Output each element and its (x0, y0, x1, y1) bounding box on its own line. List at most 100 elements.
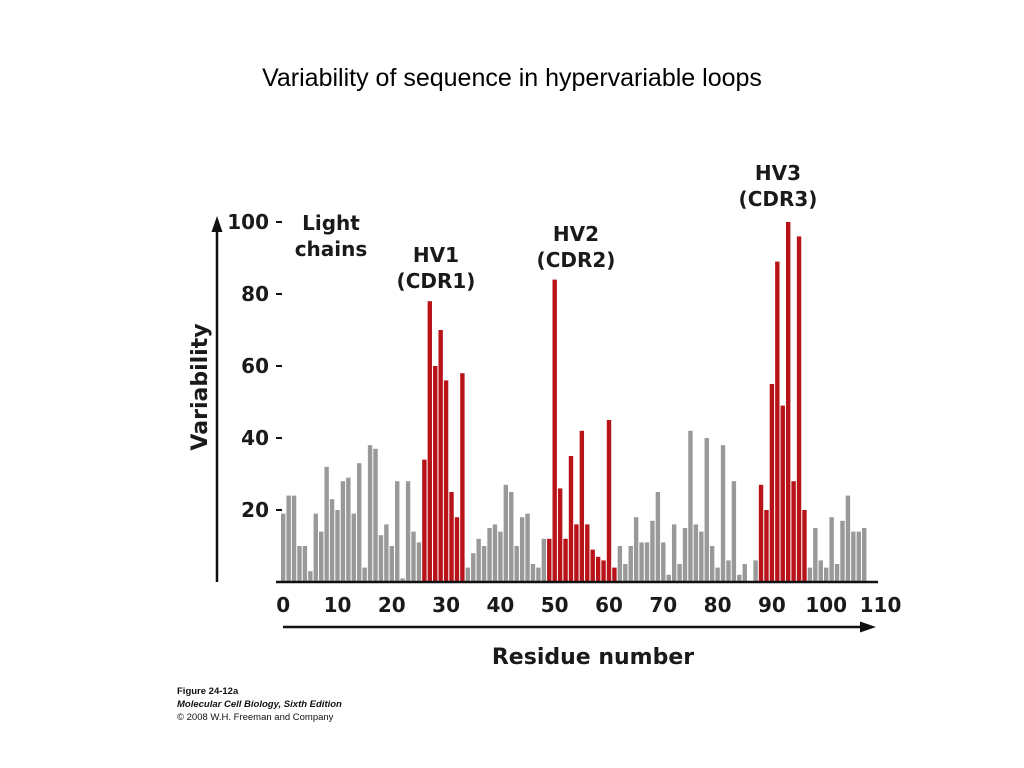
framework-bar-residue-6 (313, 513, 318, 582)
y-tick-label-100: 100 (227, 210, 269, 234)
framework-bar-residue-25 (416, 542, 422, 582)
figure-caption: Figure 24-12a Molecular Cell Biology, Si… (177, 685, 342, 724)
x-tick-label-30: 30 (432, 593, 460, 617)
framework-bar-residue-37 (481, 546, 487, 582)
x-tick-label-60: 60 (595, 593, 623, 617)
hv-bar-residue-32 (454, 517, 460, 582)
framework-bar-residue-8 (324, 466, 329, 582)
hv2-label-line-2: (CDR2) (537, 248, 616, 272)
y-axis-arrowhead (211, 216, 223, 232)
hv-bar-residue-50 (552, 279, 557, 582)
framework-bar-residue-66 (639, 542, 644, 582)
hv-bar-residue-31 (449, 492, 454, 582)
framework-bar-residue-83 (731, 481, 737, 582)
hv-bar-residue-96 (802, 510, 807, 582)
framework-bar-residue-82 (726, 560, 731, 582)
framework-bar-residue-70 (661, 542, 666, 582)
framework-bar-residue-47 (536, 567, 541, 582)
framework-bar-residue-98 (813, 528, 818, 582)
framework-bar-residue-75 (688, 430, 693, 582)
framework-bar-residue-79 (709, 546, 715, 582)
hv-bar-residue-58 (595, 556, 601, 582)
framework-bar-residue-11 (340, 481, 346, 582)
framework-bar-residue-100 (824, 567, 829, 582)
x-tick-label-70: 70 (649, 593, 677, 617)
axes-layer (211, 216, 878, 633)
hv1-label-line-1: HV1 (413, 243, 459, 267)
caption-figure-number: Figure 24-12a (177, 686, 239, 697)
hv-bar-residue-88 (758, 484, 764, 582)
framework-bar-residue-42 (509, 492, 514, 582)
hv-bar-residue-92 (780, 405, 785, 582)
x-tick-label-50: 50 (541, 593, 569, 617)
hv-bar-residue-90 (769, 384, 775, 582)
y-tick-label-20: 20 (241, 498, 269, 522)
x-axis-arrowhead (860, 621, 876, 633)
slide-title: Variability of sequence in hypervariable… (262, 64, 762, 92)
framework-bar-residue-101 (829, 517, 834, 582)
hv-bar-residue-94 (791, 481, 796, 582)
framework-bar-residue-34 (465, 567, 471, 582)
framework-bar-residue-7 (319, 531, 324, 582)
y-tick-label-80: 80 (241, 282, 269, 306)
framework-bar-residue-24 (411, 531, 416, 582)
x-tick-label-110: 110 (860, 593, 902, 617)
framework-bar-residue-19 (384, 524, 389, 582)
framework-bar-residue-76 (693, 524, 699, 582)
framework-bar-residue-74 (682, 528, 688, 582)
hv1-label-line-2: (CDR1) (397, 269, 476, 293)
hv-bar-residue-30 (443, 380, 449, 582)
hv3-label: HV3 (CDR3) (739, 161, 818, 211)
hv-bar-residue-27 (427, 301, 433, 582)
x-tick-label-0: 0 (276, 593, 290, 617)
framework-bar-residue-16 (367, 445, 373, 582)
framework-bar-residue-0 (281, 513, 286, 582)
x-tick-label-80: 80 (704, 593, 732, 617)
y-axis-title: Variability (188, 323, 213, 450)
hv-bar-residue-61 (612, 567, 617, 582)
hv3-label-line-2: (CDR3) (739, 187, 818, 211)
framework-bar-residue-107 (862, 528, 867, 582)
hv-bar-residue-56 (585, 524, 590, 582)
framework-bar-residue-97 (807, 567, 813, 582)
framework-bar-residue-81 (720, 445, 726, 582)
hv-bar-residue-60 (606, 420, 612, 582)
bars-layer (281, 222, 867, 583)
hv-bar-residue-57 (590, 549, 595, 582)
framework-bar-residue-36 (476, 538, 481, 582)
framework-bar-residue-104 (845, 495, 851, 582)
hv2-label-line-1: HV2 (553, 222, 599, 246)
hv-bar-residue-53 (568, 456, 574, 582)
framework-bar-residue-39 (492, 524, 498, 582)
hv-bar-residue-51 (557, 488, 563, 582)
hv-bar-residue-33 (460, 373, 465, 582)
framework-bar-residue-15 (362, 567, 367, 582)
hv3-label-line-1: HV3 (755, 161, 801, 185)
framework-bar-residue-45 (525, 513, 530, 582)
hv1-label: HV1 (CDR1) (397, 243, 476, 293)
hv-bar-residue-59 (601, 560, 606, 582)
framework-bar-residue-38 (487, 528, 492, 582)
framework-bar-residue-71 (666, 574, 671, 582)
framework-bar-residue-18 (378, 535, 384, 582)
framework-bar-residue-9 (329, 499, 335, 582)
framework-bar-residue-1 (286, 495, 291, 582)
framework-bar-residue-67 (644, 542, 650, 582)
framework-bar-residue-2 (291, 495, 297, 582)
hv-bar-residue-49 (547, 538, 552, 582)
framework-bar-residue-72 (671, 524, 677, 582)
framework-bar-residue-22 (400, 578, 405, 582)
framework-bar-residue-17 (373, 448, 378, 582)
framework-bar-residue-12 (346, 477, 351, 582)
light-chains-label-line-1: Light (302, 211, 360, 235)
framework-bar-residue-44 (519, 517, 525, 582)
framework-bar-residue-5 (308, 571, 313, 582)
framework-bar-residue-21 (395, 481, 400, 582)
hv-bar-residue-52 (563, 538, 568, 582)
light-chains-label: Light chains (295, 211, 368, 261)
hv-bar-residue-28 (433, 366, 438, 582)
annotations-layer: Light chains HV1 (CDR1) HV2 (CDR2) HV3 (CDR3) (295, 161, 818, 293)
framework-bar-residue-103 (840, 520, 845, 582)
framework-bar-residue-20 (389, 546, 394, 582)
x-tick-label-90: 90 (758, 593, 786, 617)
